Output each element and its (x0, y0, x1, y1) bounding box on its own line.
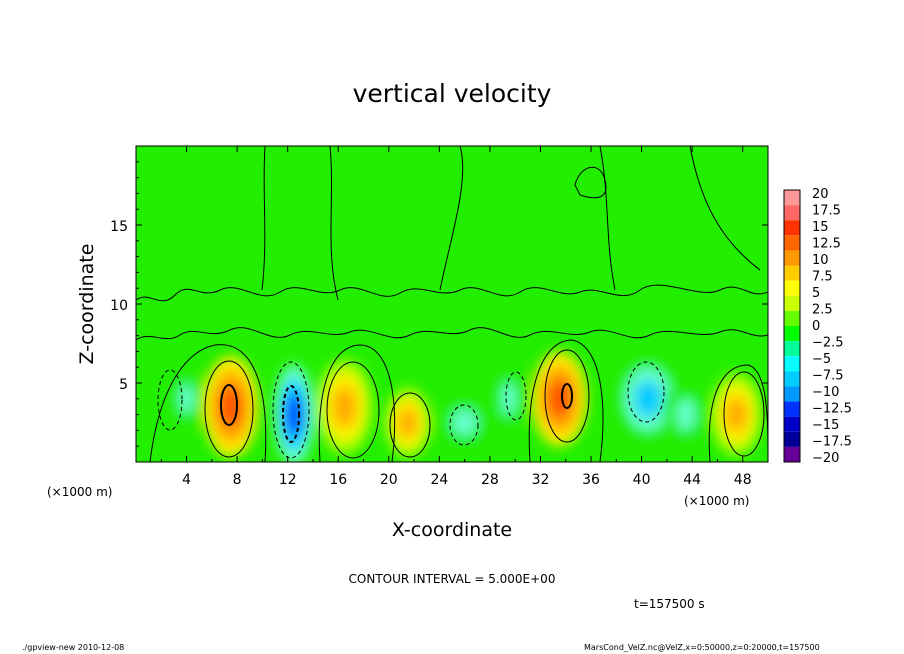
y-axis-label: Z-coordinate (76, 244, 98, 365)
colorbar-swatch (784, 401, 800, 417)
colorbar-swatch (784, 416, 800, 432)
colorbar-label: 15 (812, 220, 829, 235)
colorbar-label: 7.5 (812, 270, 833, 285)
y-axis: 5 10 15 (110, 161, 768, 447)
colorbar-label: 20 (812, 187, 829, 202)
colorbar-label: −2.5 (812, 336, 844, 351)
colorbar-swatch (784, 265, 800, 281)
colorbar-swatch (784, 235, 800, 251)
chart-title: vertical velocity (353, 79, 552, 108)
x-tick-label: 4 (182, 472, 191, 488)
plot-area (136, 146, 768, 462)
colorbar-swatch (784, 205, 800, 221)
x-tick-label: 36 (582, 472, 600, 488)
colorbar-swatch (784, 220, 800, 236)
colorbar-label: 12.5 (812, 237, 841, 252)
x-tick-label: 28 (481, 472, 499, 488)
x-tick-label: 12 (279, 472, 297, 488)
x-tick-label: 20 (380, 472, 398, 488)
velocity-cells (168, 351, 762, 462)
colorbar-label: 5 (812, 286, 820, 301)
colorbar-label: 2.5 (812, 303, 833, 318)
x-axis: 4 8 12 16 20 24 28 32 36 40 44 48 (160, 146, 752, 488)
colorbar-swatch (784, 446, 800, 462)
colorbar-swatch (784, 310, 800, 326)
colorbar-label: 17.5 (812, 204, 841, 219)
colorbar-swatch (784, 190, 800, 206)
x-unit-label: (×1000 m) (47, 485, 112, 499)
colorbar-swatch (784, 341, 800, 357)
x-tick-label: 48 (734, 472, 752, 488)
colorbar-swatch (784, 295, 800, 311)
colorbar-swatch (784, 386, 800, 402)
x-tick-label: 24 (430, 472, 448, 488)
colorbar-label: −7.5 (812, 369, 844, 384)
contour-lines (136, 146, 768, 462)
colorbar-label: −10 (812, 385, 839, 400)
colorbar-label: −12.5 (812, 402, 852, 417)
colorbar-label: 0 (812, 319, 820, 334)
y-tick-label: 5 (119, 377, 128, 393)
colorbar-label: 10 (812, 253, 829, 268)
velocity-cell (451, 409, 478, 436)
colorbar-label: −5 (812, 352, 831, 367)
velocity-cell (725, 397, 748, 432)
x-tick-label: 8 (233, 472, 242, 488)
velocity-cell (634, 380, 662, 418)
velocity-cell (332, 386, 357, 427)
x-tick-label: 44 (683, 472, 701, 488)
x-tick-label: 40 (633, 472, 651, 488)
colorbar: 20 17.515 12.510 7.55 2.50 −2.5−5 −7.5−10 −12.5… (783, 187, 852, 466)
velocity-cell (501, 382, 517, 416)
contour-interval-text: CONTOUR INTERVAL = 5.000E+00 (349, 572, 556, 586)
colorbar-label: −15 (812, 418, 839, 433)
x-tick-label: 16 (329, 472, 347, 488)
y-tick-label: 15 (110, 219, 128, 235)
colorbar-swatch (784, 280, 800, 296)
velocity-cell (179, 384, 194, 414)
colorbar-swatch (784, 356, 800, 372)
colorbar-swatch (784, 326, 800, 342)
velocity-cell (547, 378, 572, 419)
colorbar-swatch (784, 371, 800, 387)
x-unit-label-bottom: (×1000 m) (684, 494, 749, 508)
colorbar-swatch (784, 250, 800, 266)
footer-right: MarsCond_VelZ.nc@VelZ,x=0:50000,z=0:2000… (584, 643, 820, 652)
x-axis-label: X-coordinate (392, 519, 512, 541)
velocity-cell (285, 393, 303, 436)
time-text: t=157500 s (634, 597, 705, 611)
colorbar-frame (783, 189, 801, 463)
velocity-cell (676, 398, 696, 431)
x-tick-label: 32 (532, 472, 550, 488)
colorbar-label: −17.5 (812, 435, 852, 450)
y-tick-label: 10 (110, 298, 128, 314)
colorbar-swatch (784, 431, 800, 447)
velocity-cell (398, 407, 418, 438)
colorbar-label: −20 (812, 451, 839, 466)
footer-left: ./gpview-new 2010-12-08 (22, 643, 124, 652)
